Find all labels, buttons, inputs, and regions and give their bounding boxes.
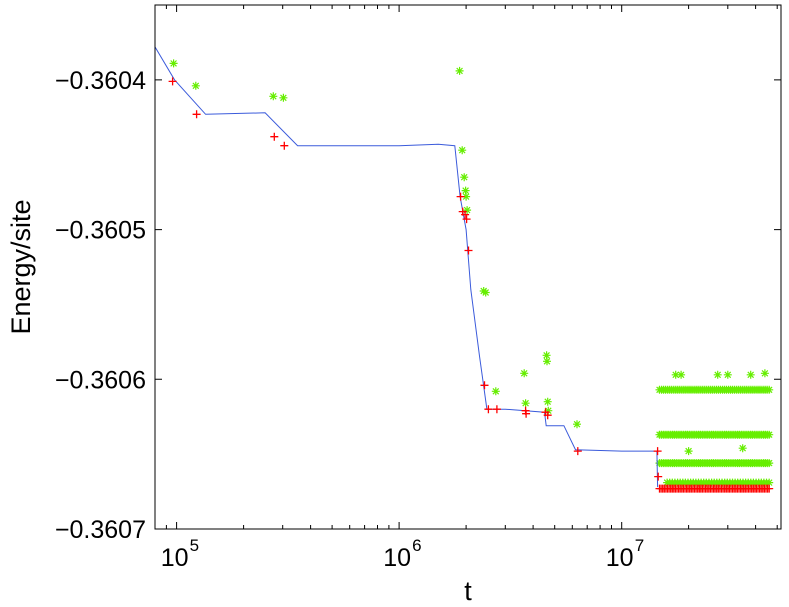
star-marker <box>684 447 693 456</box>
star-marker <box>723 370 732 379</box>
x-tick-exponent: 7 <box>635 536 644 555</box>
x-tick-exponent: 5 <box>190 536 199 555</box>
star-marker <box>279 93 288 102</box>
star-marker <box>191 81 200 90</box>
plus-marker <box>765 484 774 493</box>
plot-background <box>155 5 781 529</box>
plus-marker <box>543 411 552 420</box>
star-marker <box>671 370 680 379</box>
star-marker <box>677 370 686 379</box>
plus-marker <box>280 141 289 150</box>
star-marker <box>463 206 472 215</box>
plot-content <box>155 46 774 493</box>
y-tick-label: −0.3606 <box>55 366 146 394</box>
x-tick-label: 10 <box>161 544 189 572</box>
star-marker <box>765 385 774 394</box>
plus-marker <box>168 77 177 86</box>
star-marker <box>760 369 769 378</box>
plus-marker <box>522 409 531 418</box>
star-marker <box>542 351 551 360</box>
y-axis-label: Energy/site <box>6 199 36 334</box>
star-marker <box>520 369 529 378</box>
star-marker <box>543 397 552 406</box>
plus-marker <box>492 405 501 414</box>
star-marker <box>765 478 774 487</box>
plus-marker <box>653 447 662 456</box>
star-marker <box>169 59 178 68</box>
plus-marker <box>480 381 489 390</box>
y-tick-label: −0.3607 <box>55 516 146 544</box>
plus-marker <box>270 132 279 141</box>
x-tick-label: 10 <box>383 544 411 572</box>
plus-marker <box>654 472 663 481</box>
star-marker <box>458 146 467 155</box>
x-tick-label: 10 <box>606 544 634 572</box>
star-marker <box>746 370 755 379</box>
star-marker <box>543 357 551 366</box>
plus-marker <box>573 447 582 456</box>
star-marker <box>765 430 774 439</box>
x-tick-exponent: 6 <box>412 536 421 555</box>
plus-marker <box>461 210 470 219</box>
star-marker <box>738 444 747 453</box>
plus-marker <box>456 192 465 201</box>
star-marker <box>765 459 774 468</box>
tick-marks <box>155 5 781 530</box>
star-marker <box>461 186 470 195</box>
star-marker <box>491 387 500 396</box>
star-marker <box>455 66 464 75</box>
star-marker <box>521 399 530 408</box>
energy-line <box>155 46 659 488</box>
y-tick-label: −0.3605 <box>55 217 146 245</box>
star-marker <box>573 420 581 429</box>
star-marker <box>462 192 471 201</box>
plot-frame <box>154 4 782 530</box>
star-marker <box>269 92 278 101</box>
y-tick-labels: −0.3604 −0.3605 −0.3606 −0.3607 <box>55 67 146 544</box>
plus-marker <box>192 110 201 119</box>
plus-marker <box>464 246 473 255</box>
star-marker <box>481 288 490 297</box>
y-tick-label: −0.3604 <box>55 67 146 95</box>
star-marker <box>544 406 553 415</box>
star-marker <box>713 370 722 379</box>
plus-marker <box>462 215 471 224</box>
x-tick-labels: 10 5 10 6 10 7 <box>161 536 644 572</box>
x-axis-label: t <box>464 576 472 606</box>
plus-marker <box>484 405 493 414</box>
star-marker <box>460 173 469 182</box>
